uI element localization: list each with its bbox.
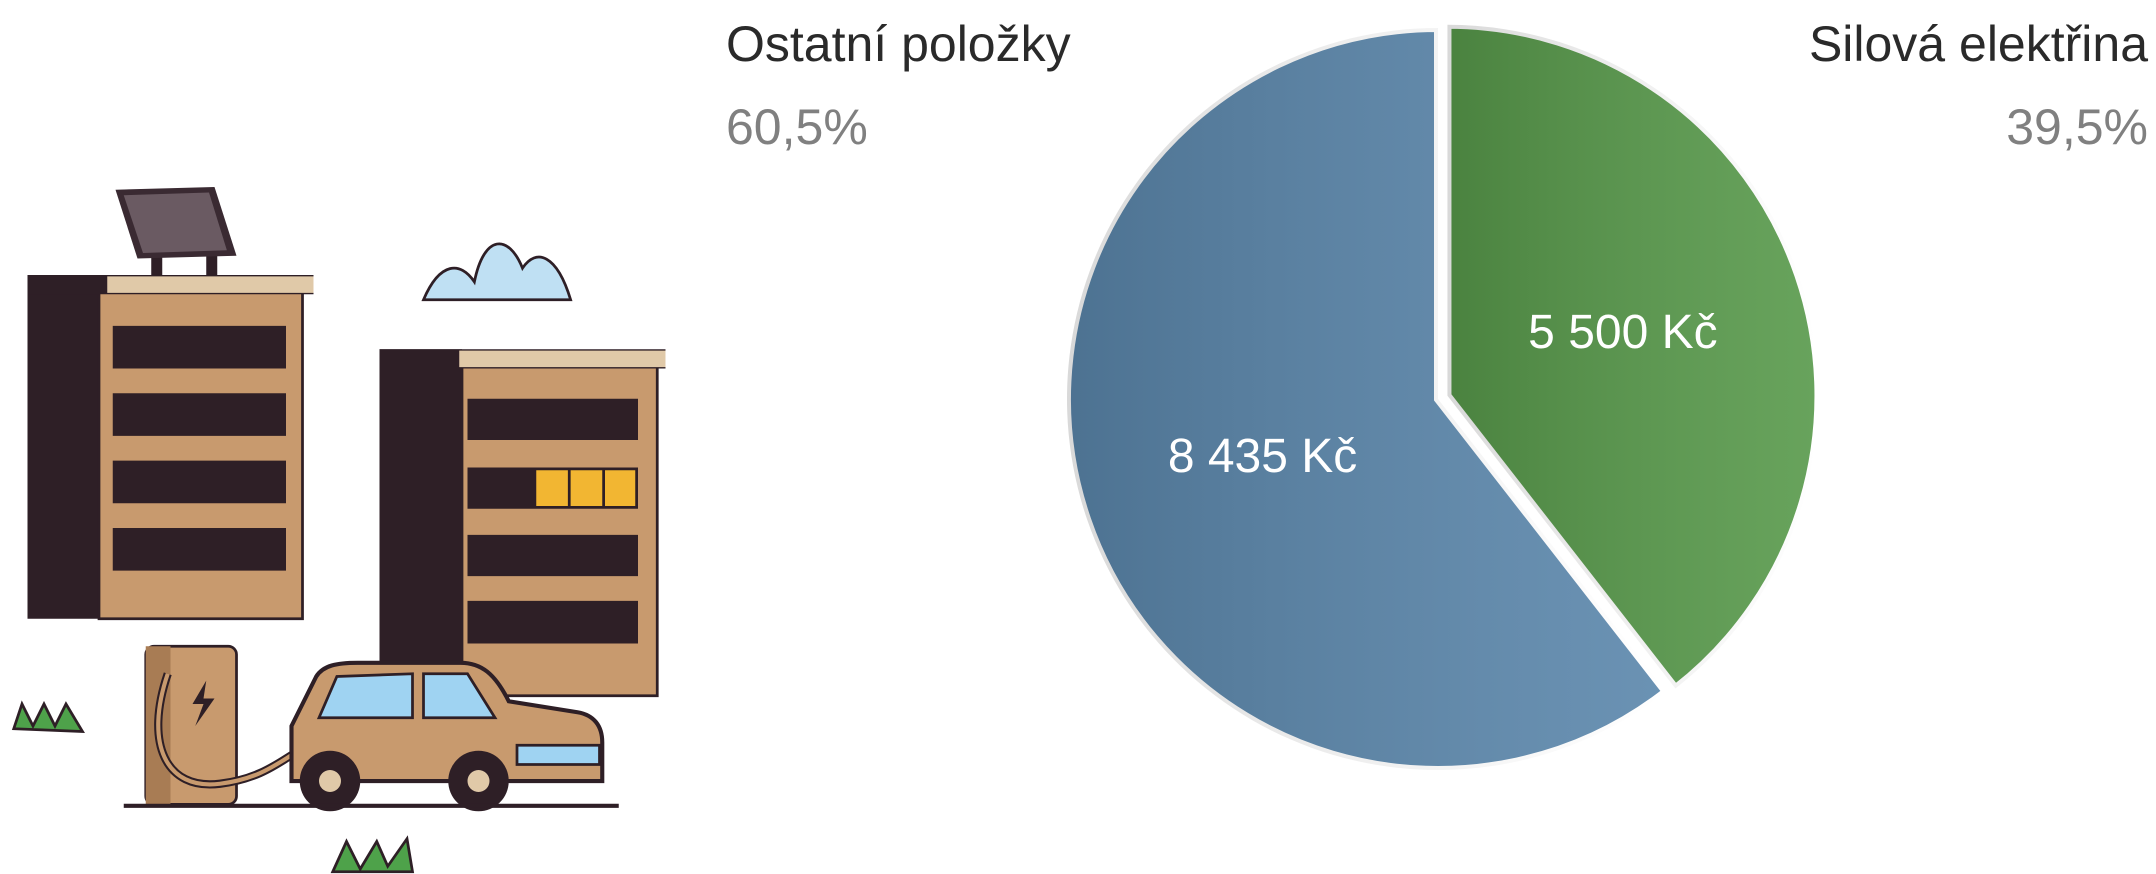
legend-label: Silová elektřina bbox=[1809, 16, 2148, 72]
share-label: 39,5% bbox=[2006, 99, 2148, 155]
page: Ostatní položky 60,5% Silová elektřina 3… bbox=[0, 0, 2156, 874]
share-label: 60,5% bbox=[726, 99, 868, 155]
pie bbox=[1067, 25, 1818, 770]
value-label: 8 435 Kč bbox=[1168, 430, 1357, 483]
legend-label: Ostatní položky bbox=[726, 16, 1071, 72]
value-label: 5 500 Kč bbox=[1528, 306, 1717, 359]
illustration bbox=[14, 187, 666, 872]
